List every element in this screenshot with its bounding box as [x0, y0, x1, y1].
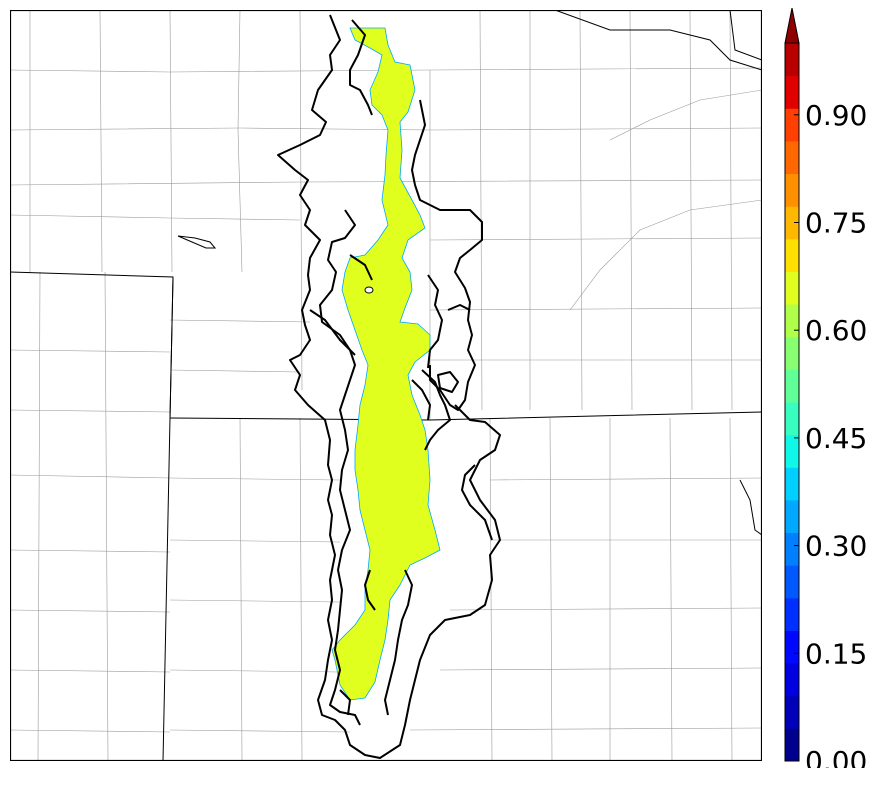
colorbar-segment	[785, 434, 799, 468]
colorbar-segment	[785, 597, 799, 631]
colorbar-tick-label: 0.45	[805, 422, 867, 455]
colorbar-segment	[785, 467, 799, 501]
map-panel	[10, 10, 762, 761]
colorbar-tick-labels: 0.00 0.15 0.30 0.45 0.60 0.75 0.90	[805, 99, 867, 768]
colorbar-tick-label: 0.60	[805, 314, 867, 347]
colorbar-segment	[785, 663, 799, 697]
colorbar-segment	[785, 304, 799, 338]
colorbar-segment	[785, 43, 799, 77]
colorbar-tick-label: 0.15	[805, 637, 867, 670]
colorbar-segment	[785, 140, 799, 175]
colorbar-segment	[785, 75, 799, 109]
colorbar-segment	[785, 336, 799, 370]
colorbar: 0.00 0.15 0.30 0.45 0.60 0.75 0.90	[784, 8, 867, 768]
colorbar-frame	[784, 42, 800, 762]
colorbar-segment	[785, 728, 799, 762]
colorbar-segment	[785, 402, 799, 436]
lake-outline	[177, 235, 217, 249]
contour-lines	[277, 14, 501, 759]
filled-probability-region	[331, 27, 441, 701]
small-ring-marker	[364, 286, 374, 294]
colorbar-segment	[785, 108, 799, 142]
colorbar-tick-label: 0.90	[805, 99, 867, 132]
map-frame	[10, 10, 762, 761]
colorbar-extend-arrow	[784, 8, 800, 44]
state-boundaries	[10, 10, 762, 761]
colorbar-segment	[785, 206, 799, 240]
colorbar-segment	[785, 369, 799, 403]
colorbar-segment	[785, 271, 799, 305]
colorbar-segment	[785, 173, 799, 207]
colorbar-segment	[785, 532, 799, 566]
county-boundaries	[10, 10, 762, 761]
colorbar-tick-label: 0.75	[805, 207, 867, 240]
colorbar-segments	[785, 43, 799, 762]
colorbar-ticks	[794, 114, 799, 762]
colorbar-segment	[785, 695, 799, 729]
colorbar-segment	[785, 238, 799, 272]
colorbar-tick-label: 0.30	[805, 530, 867, 563]
colorbar-segment	[785, 565, 799, 599]
colorbar-segment	[785, 630, 799, 664]
colorbar-segment	[785, 499, 799, 534]
colorbar-tick-label: 0.00	[805, 745, 867, 768]
